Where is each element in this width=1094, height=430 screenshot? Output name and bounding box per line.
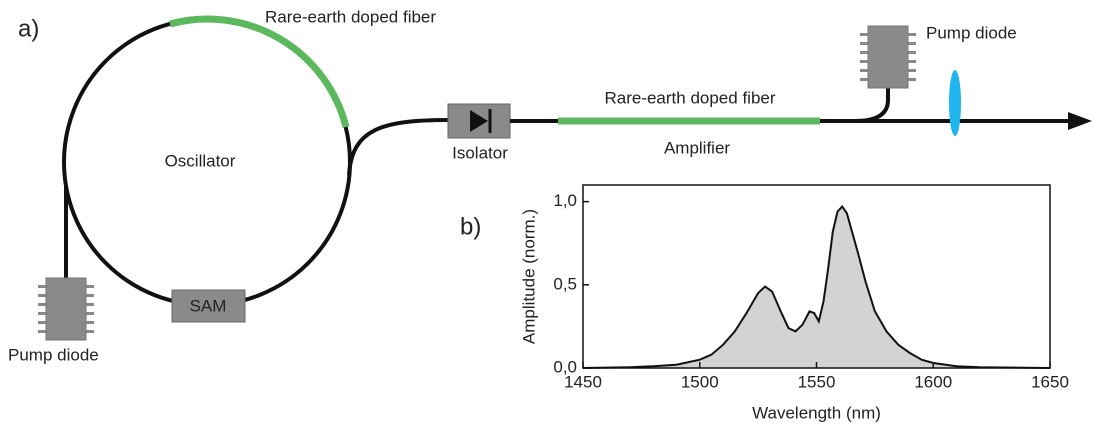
doped-fiber — [169, 15, 350, 128]
area — [583, 206, 1050, 368]
chip — [45, 277, 87, 341]
oscillator-label: Oscillator — [165, 151, 236, 170]
lens — [949, 70, 961, 136]
x-tick-label: 1650 — [1031, 372, 1069, 391]
x-tick-label: 1450 — [564, 372, 602, 391]
y-tick-label: 1,0 — [553, 191, 577, 210]
fiber-label: Rare-earth doped fiber — [265, 7, 436, 26]
x-tick-label: 1600 — [914, 372, 952, 391]
y-axis-label: Amplitude (norm.) — [519, 209, 538, 344]
isolator-label: Isolator — [452, 143, 508, 162]
arrow-head — [1068, 112, 1092, 130]
chip — [867, 25, 909, 89]
x-tick-label: 1550 — [798, 372, 836, 391]
chart: 1450 1500 1550 1600 1650 0,0 0,5 1,0 Wavelength … — [519, 184, 1069, 422]
fiber — [347, 118, 449, 176]
pump-label: Pump diode — [8, 345, 99, 364]
x-axis-label: Wavelength (nm) — [752, 403, 881, 422]
diode-symbol — [470, 110, 488, 132]
amplifier-label: Amplifier — [664, 138, 730, 157]
pump-fiber — [854, 88, 890, 123]
chips — [38, 25, 916, 341]
y-tick-label: 0,0 — [553, 357, 577, 376]
panel-label: a) — [18, 15, 39, 42]
y-tick-label: 0,5 — [553, 274, 577, 293]
sam-box — [171, 289, 246, 323]
line — [582, 205, 1051, 369]
fiber-label: Rare-earth doped fiber — [604, 88, 775, 107]
pump-label: Pump diode — [926, 23, 1017, 42]
panel-label: b) — [460, 213, 481, 240]
x-tick-label: 1500 — [681, 372, 719, 391]
sam-label: SAM — [190, 296, 227, 315]
